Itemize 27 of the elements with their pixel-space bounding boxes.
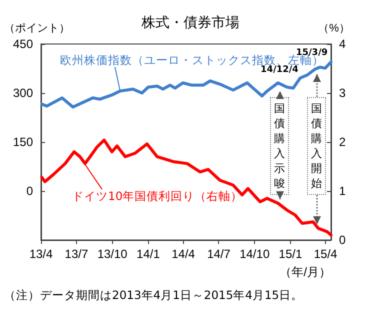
y-axis-title: （ポイント） (4, 22, 70, 34)
y2-tick-label: 1 (339, 184, 346, 198)
y-tick-label: 300 (12, 86, 34, 100)
annotation: 国債購入示唆 (273, 101, 286, 191)
x-tick-label: 14/1 (136, 247, 160, 261)
y-tick-label: 0 (26, 184, 34, 198)
x-tick-label: 15/4 (314, 247, 338, 261)
x-tick-label: 13/7 (64, 247, 88, 261)
y2-tick-label: 2 (339, 135, 346, 149)
x-tick-label: 14/4 (172, 247, 196, 261)
annotation: 14/12/4 (260, 65, 298, 76)
chart-title: 株式・債券市場 (140, 14, 240, 30)
x-axis-title: （年/月） (280, 265, 331, 279)
y-tick-label: 150 (12, 135, 34, 149)
x-tick-label: 13/4 (29, 247, 53, 261)
x-tick-label: 15/1 (278, 247, 302, 261)
annotation: 国債購入開始 (310, 101, 324, 191)
y2-tick-label: 0 (339, 233, 346, 247)
y2-axis-title: （%） (318, 22, 350, 34)
y2-tick-label: 4 (339, 37, 346, 51)
x-tick-label: 14/10 (240, 247, 270, 261)
y2-tick-label: 3 (339, 86, 346, 100)
x-tick-label: 13/10 (97, 247, 128, 261)
x-tick-label: 14/7 (207, 247, 231, 261)
series-label: ドイツ10年国債利回り（右軸） (72, 189, 243, 204)
y-tick-label: 450 (12, 37, 34, 51)
text: （注）データ期間は2013年4月1日～2015年4月15日。 (4, 288, 304, 303)
